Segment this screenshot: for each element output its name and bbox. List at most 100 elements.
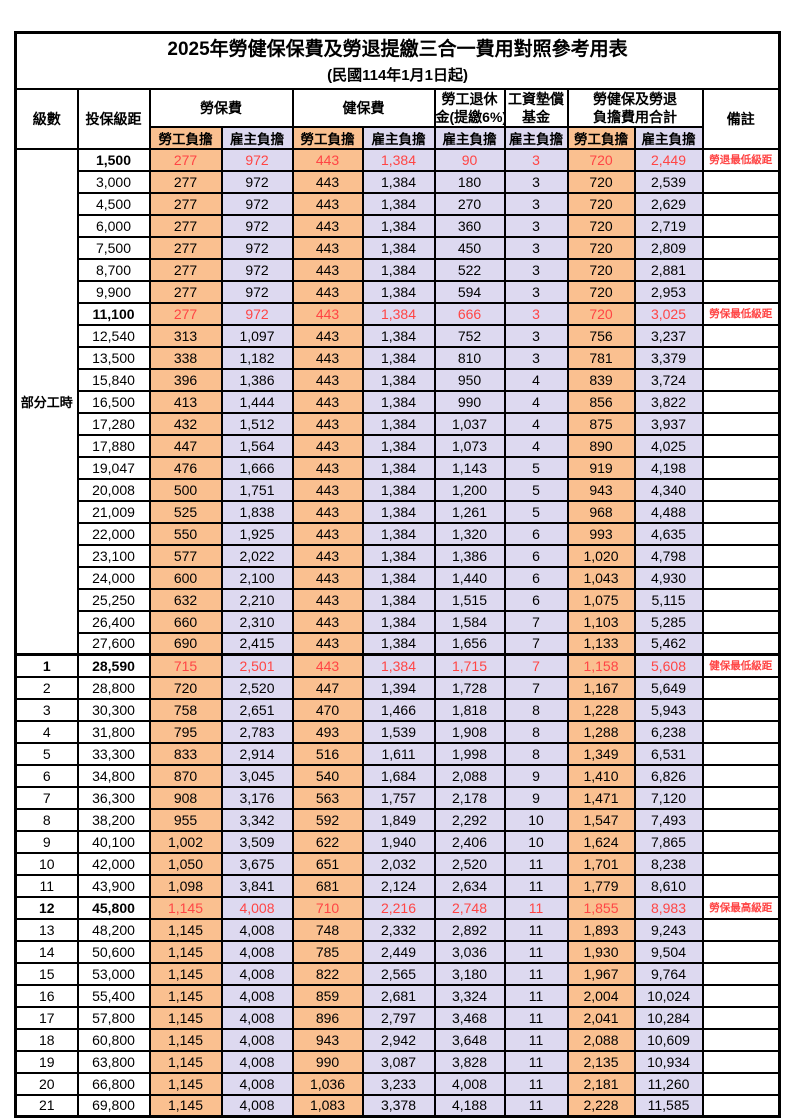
table-row: 26,400 660 2,310 443 1,384 1,584 7 1,103 5,285 bbox=[16, 609, 781, 634]
value-cell: 447 bbox=[148, 433, 223, 458]
value-cell: 4,488 bbox=[633, 499, 704, 524]
value-cell: 432 bbox=[148, 411, 223, 436]
value-cell: 3,036 bbox=[433, 939, 506, 964]
table-row: 5 33,300 833 2,914 516 1,611 1,998 8 1,349 6,531 bbox=[14, 741, 781, 766]
bracket-cell: 45,800 bbox=[76, 895, 151, 920]
value-cell: 10,284 bbox=[633, 1005, 704, 1030]
value-cell: 908 bbox=[148, 785, 223, 810]
bracket-cell: 11,100 bbox=[76, 301, 151, 326]
value-cell: 1,145 bbox=[148, 1071, 223, 1096]
value-cell: 1,751 bbox=[220, 477, 294, 502]
table-row: 17 57,800 1,145 4,008 896 2,797 3,468 11 2,041 10… bbox=[14, 1005, 781, 1030]
value-cell: 11 bbox=[503, 917, 569, 942]
value-cell: 1,855 bbox=[566, 895, 636, 920]
value-cell: 5,115 bbox=[633, 587, 704, 612]
value-cell: 4 bbox=[503, 411, 569, 436]
value-cell: 5,462 bbox=[633, 631, 704, 656]
value-cell: 1,384 bbox=[361, 279, 436, 304]
level-cell: 2 bbox=[14, 675, 79, 700]
value-cell: 1,384 bbox=[361, 191, 436, 216]
value-cell: 10 bbox=[503, 807, 569, 832]
header-health-insurance: 健保費 bbox=[291, 87, 436, 128]
table-row: 17,880 447 1,564 443 1,384 1,073 4 890 4,025 bbox=[16, 433, 781, 458]
value-cell: 1,037 bbox=[433, 411, 506, 436]
level-cell: 16 bbox=[14, 983, 79, 1008]
value-cell: 875 bbox=[566, 411, 636, 436]
header-health-employer-share: 雇主負擔 bbox=[361, 125, 436, 150]
value-cell: 3 bbox=[503, 191, 569, 216]
value-cell: 470 bbox=[291, 697, 364, 722]
value-cell: 493 bbox=[291, 719, 364, 744]
value-cell: 632 bbox=[148, 587, 223, 612]
note-cell bbox=[701, 741, 781, 766]
value-cell: 550 bbox=[148, 521, 223, 546]
bracket-cell: 55,400 bbox=[76, 983, 151, 1008]
value-cell: 1,908 bbox=[433, 719, 506, 744]
value-cell: 3,841 bbox=[220, 873, 294, 898]
value-cell: 1,145 bbox=[148, 939, 223, 964]
value-cell: 277 bbox=[148, 235, 223, 260]
value-cell: 11,585 bbox=[633, 1093, 704, 1118]
table-row: 27,600 690 2,415 443 1,384 1,656 7 1,133 5,462 bbox=[16, 631, 781, 656]
value-cell: 1,384 bbox=[361, 147, 436, 172]
note-cell bbox=[701, 609, 781, 634]
value-cell: 1,073 bbox=[433, 433, 506, 458]
value-cell: 4,008 bbox=[220, 1049, 294, 1074]
level-cell: 13 bbox=[14, 917, 79, 942]
value-cell: 450 bbox=[433, 235, 506, 260]
value-cell: 2,783 bbox=[220, 719, 294, 744]
table-row: 9,900 277 972 443 1,384 594 3 720 2,953 bbox=[16, 279, 781, 304]
note-cell bbox=[701, 851, 781, 876]
note-cell bbox=[701, 675, 781, 700]
value-cell: 1,940 bbox=[361, 829, 436, 854]
value-cell: 1,512 bbox=[220, 411, 294, 436]
value-cell: 3,045 bbox=[220, 763, 294, 788]
header-pension-employer-share: 雇主負擔 bbox=[433, 125, 506, 150]
value-cell: 1,471 bbox=[566, 785, 636, 810]
header-pension-line1: 勞工退休 bbox=[441, 90, 498, 107]
value-cell: 360 bbox=[433, 213, 506, 238]
value-cell: 1,564 bbox=[220, 433, 294, 458]
value-cell: 7,120 bbox=[633, 785, 704, 810]
bracket-cell: 3,000 bbox=[76, 169, 151, 194]
value-cell: 1,701 bbox=[566, 851, 636, 876]
value-cell: 1,466 bbox=[361, 697, 436, 722]
value-cell: 443 bbox=[291, 147, 364, 172]
value-cell: 2,520 bbox=[220, 675, 294, 700]
bracket-cell: 23,100 bbox=[76, 543, 151, 568]
value-cell: 8 bbox=[503, 741, 569, 766]
bracket-cell: 34,800 bbox=[76, 763, 151, 788]
level-cell: 12 bbox=[14, 895, 79, 920]
value-cell: 2,914 bbox=[220, 741, 294, 766]
value-cell: 833 bbox=[148, 741, 223, 766]
value-cell: 622 bbox=[291, 829, 364, 854]
value-cell: 1,384 bbox=[361, 521, 436, 546]
note-cell bbox=[701, 829, 781, 854]
value-cell: 8 bbox=[503, 697, 569, 722]
value-cell: 690 bbox=[148, 631, 223, 656]
value-cell: 1,384 bbox=[361, 499, 436, 524]
value-cell: 1,384 bbox=[361, 411, 436, 436]
value-cell: 3 bbox=[503, 257, 569, 282]
header-wage-fund-line2: 基金 bbox=[522, 108, 550, 125]
value-cell: 1,779 bbox=[566, 873, 636, 898]
value-cell: 1,384 bbox=[361, 455, 436, 480]
note-cell bbox=[701, 455, 781, 480]
header-labor-employee-share: 勞工負擔 bbox=[148, 125, 223, 150]
value-cell: 720 bbox=[566, 147, 636, 172]
value-cell: 1,384 bbox=[361, 609, 436, 634]
value-cell: 1,384 bbox=[361, 257, 436, 282]
header-total-employer-share: 雇主負擔 bbox=[633, 125, 704, 150]
value-cell: 3,937 bbox=[633, 411, 704, 436]
value-cell: 443 bbox=[291, 191, 364, 216]
table-row: 16 55,400 1,145 4,008 859 2,681 3,324 11 2,004 10… bbox=[14, 983, 781, 1008]
bracket-cell: 24,000 bbox=[76, 565, 151, 590]
value-cell: 313 bbox=[148, 323, 223, 348]
value-cell: 2,004 bbox=[566, 983, 636, 1008]
value-cell: 4 bbox=[503, 367, 569, 392]
value-cell: 720 bbox=[566, 279, 636, 304]
value-cell: 2,797 bbox=[361, 1005, 436, 1030]
value-cell: 1,384 bbox=[361, 389, 436, 414]
value-cell: 5,608 bbox=[633, 653, 704, 678]
note-cell bbox=[701, 1027, 781, 1052]
